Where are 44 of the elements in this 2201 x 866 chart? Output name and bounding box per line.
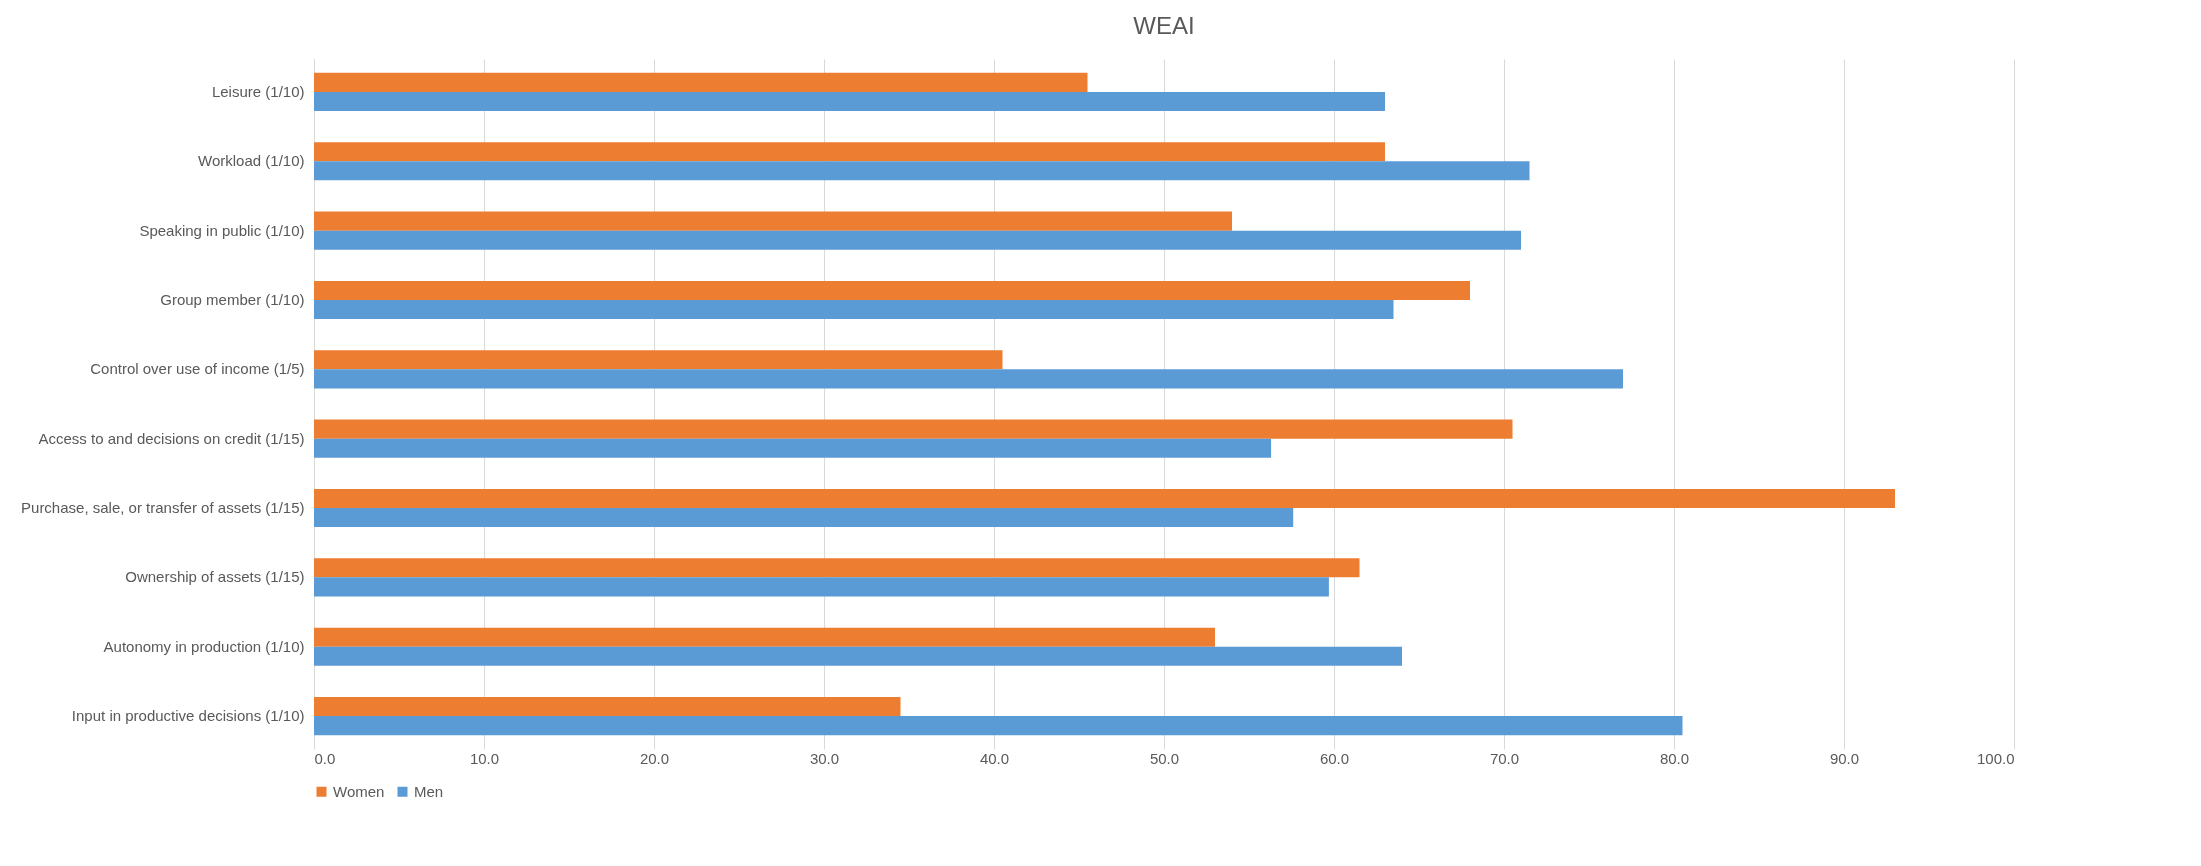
x-tick-label: 10.0: [469, 749, 500, 767]
bar: [314, 369, 1623, 389]
y-tick-label: Control over use of income (1/5): [90, 360, 305, 378]
y-tick-label: Leisure (1/10): [211, 82, 305, 100]
x-tick-label: 70.0: [1489, 749, 1520, 767]
bar: [314, 72, 1088, 92]
y-tick-label: Ownership of assets (1/15): [125, 568, 305, 586]
x-tick-label: 0.0: [314, 749, 336, 767]
bar: [314, 627, 1215, 647]
bar: [314, 142, 1385, 162]
x-tick-label: 50.0: [1149, 749, 1180, 767]
bar: [314, 508, 1294, 528]
bar: [314, 299, 1394, 320]
bar: [314, 716, 1683, 736]
y-tick-label: Workload (1/10): [198, 152, 305, 170]
x-tick-label: 60.0: [1319, 749, 1350, 767]
bar: [314, 280, 1470, 300]
bar: [314, 488, 1895, 509]
legend-label: Men: [414, 782, 444, 800]
chart-title: WEAI: [1133, 12, 1195, 39]
x-tick-label: 20.0: [639, 749, 670, 767]
y-tick-label: Purchase, sale, or transfer of assets (1/15): [21, 499, 305, 517]
bar: [314, 696, 901, 717]
bar: [314, 646, 1402, 666]
bar: [314, 419, 1513, 439]
bar: [314, 230, 1521, 250]
y-tick-label: Access to and decisions on credit (1/15): [38, 429, 305, 447]
x-tick-label: 30.0: [809, 749, 840, 767]
bar: [314, 558, 1360, 578]
bar: [314, 91, 1385, 112]
bar: [314, 161, 1530, 181]
bar: [314, 438, 1272, 458]
x-tick-label: 40.0: [979, 749, 1010, 767]
legend-label: Women: [333, 782, 385, 800]
y-tick-label: Input in productive decisions (1/10): [71, 707, 305, 725]
x-tick-label: 80.0: [1659, 749, 1690, 767]
bar: [314, 211, 1232, 231]
x-tick-label: 90.0: [1829, 749, 1860, 767]
bar: [314, 577, 1329, 597]
y-tick-label: Group member (1/10): [160, 290, 305, 308]
y-tick-label: Speaking in public (1/10): [139, 221, 305, 239]
bar: [314, 350, 1003, 370]
x-tick-label: 100.0: [1976, 749, 2015, 767]
y-tick-label: Autonomy in production (1/10): [103, 637, 305, 655]
